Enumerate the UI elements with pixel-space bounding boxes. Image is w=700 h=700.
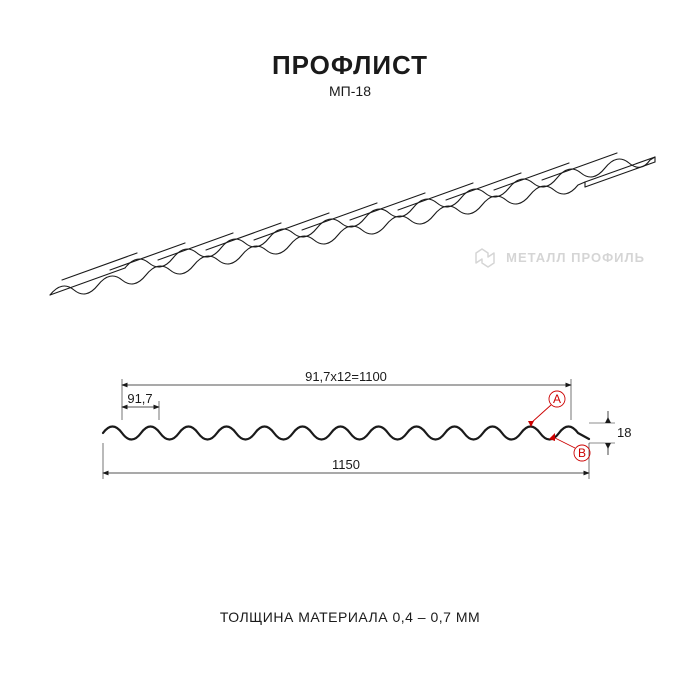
dim-bottom-overall-label: 1150 <box>332 457 360 472</box>
front-wave-edge <box>50 182 585 295</box>
dimension-top-overall: 91,7х12=1100 <box>122 369 571 420</box>
marker-b-label: B <box>578 446 586 460</box>
dim-top-overall-label: 91,7х12=1100 <box>305 369 387 384</box>
marker-a-label: A <box>553 392 561 406</box>
page-title: ПРОФЛИСТ <box>0 50 700 81</box>
dimension-bottom-overall: 1150 <box>103 443 589 479</box>
marker-a: A <box>528 391 565 427</box>
dimension-single-period: 91,7 <box>122 391 159 420</box>
profile-wave-path <box>103 427 589 440</box>
isometric-sheet-diagram <box>40 140 660 320</box>
dim-height-label: 18 <box>617 425 631 440</box>
page-subtitle: МП-18 <box>0 83 700 99</box>
header: ПРОФЛИСТ МП-18 <box>0 50 700 99</box>
dimension-height: 18 <box>589 411 631 455</box>
watermark-text: МЕТАЛЛ ПРОФИЛЬ <box>506 250 645 265</box>
profile-section-diagram: 91,7х12=1100 91,7 18 1150 A B <box>55 365 645 495</box>
watermark-logo-icon <box>472 245 500 269</box>
footer-note: ТОЛЩИНА МАТЕРИАЛА 0,4 – 0,7 ММ <box>0 609 700 625</box>
dim-single-period-label: 91,7 <box>127 391 152 406</box>
watermark: МЕТАЛЛ ПРОФИЛЬ <box>472 245 645 269</box>
